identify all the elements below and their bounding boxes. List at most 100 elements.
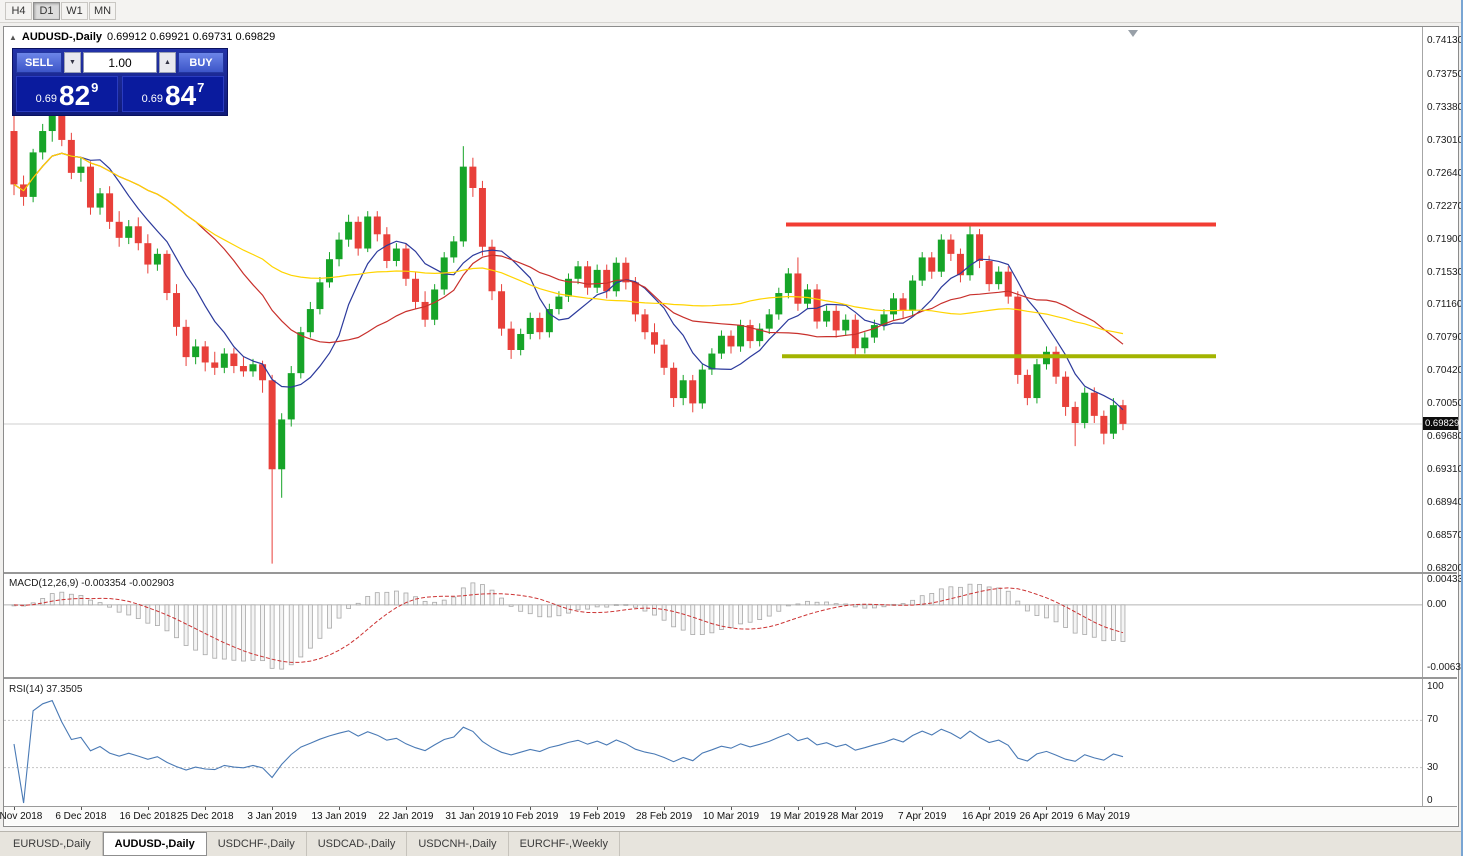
chart-shift-marker-icon[interactable] [1128,30,1138,37]
date-tick [272,807,274,810]
price-scale-label: 0.71530 [1427,266,1463,278]
rsi-scale-label: 0 [1427,795,1433,806]
date-axis-label: 10 Mar 2019 [702,811,760,822]
macd-indicator-label: MACD(12,26,9) -0.003354 -0.002903 [9,578,175,589]
date-axis-label: 31 Jan 2019 [445,811,501,822]
price-scale-label: 0.71900 [1427,233,1463,245]
date-tick [405,807,407,810]
rsi-indicator-label: RSI(14) 37.3505 [9,684,83,695]
price-scale-label: 0.72270 [1427,200,1463,212]
volume-decrease-button[interactable]: ▼ [64,52,81,73]
chart-title: ▲ AUDUSD-,Daily 0.69912 0.69921 0.69731 … [9,31,275,43]
chart-tabs-bar: EURUSD-,Daily AUDUSD-,Daily USDCHF-,Daily U… [0,831,1461,856]
one-click-trading-panel: SELL ▼ ▲ BUY 0.69 82 9 0.69 84 7 [12,48,228,116]
date-axis-label: 6 Dec 2018 [55,811,107,822]
timeframe-button-w1[interactable]: W1 [61,2,88,20]
price-scale-label: 0.69680 [1427,431,1463,443]
rsi-scale-label: 70 [1427,714,1439,726]
date-axis-label: 16 Apr 2019 [962,811,1017,822]
date-tick [147,807,149,810]
chart-tab-audusddaily[interactable]: AUDUSD-,Daily [102,832,207,856]
date-tick [855,807,857,810]
price-chart-canvas[interactable] [4,30,1423,572]
date-axis-label: 25 Dec 2018 [176,811,234,822]
chart-symbol-label: AUDUSD-,Daily [21,31,102,43]
price-scale-label: 0.68200 [1427,562,1463,574]
rsi-scale-label: 100 [1427,681,1444,692]
buy-button[interactable]: BUY [178,52,224,73]
current-price-badge: 0.69829 [1423,416,1460,430]
price-scale-divider[interactable] [1422,27,1423,806]
date-axis-label: 26 Apr 2019 [1019,811,1074,822]
date-tick [1103,807,1105,810]
price-scale-label: 0.68570 [1427,530,1463,542]
date-axis-label: 19 Feb 2019 [569,811,626,822]
timeframe-button-d1[interactable]: D1 [33,2,60,20]
pane-divider-macd[interactable] [4,572,1457,574]
date-axis-label: 28 Feb 2019 [635,811,693,822]
sell-button[interactable]: SELL [16,52,62,73]
sell-price-big-digits: 82 [59,80,91,111]
chart-tab-usdcnhdaily[interactable]: USDCNH-,Daily [407,832,509,856]
price-scale-label: 0.74130 [1427,35,1463,47]
date-tick [205,807,207,810]
volume-increase-button[interactable]: ▲ [159,52,176,73]
date-tick [1046,807,1048,810]
buy-price-pipette: 7 [197,80,205,95]
chart-tab-usdchfdaily[interactable]: USDCHF-,Daily [207,832,307,856]
chart-tab-eurusddaily[interactable]: EURUSD-,Daily [2,832,103,856]
macd-scale-label: 0.004331 [1427,574,1463,585]
macd-indicator-canvas[interactable] [4,576,1423,676]
price-scale-label: 0.68940 [1427,497,1463,509]
chart-tab-eurchfweekly[interactable]: EURCHF-,Weekly [509,832,620,856]
rsi-scale-label: 30 [1427,761,1439,773]
date-axis-label: 7 Apr 2019 [898,811,947,822]
pane-divider-rsi[interactable] [4,677,1457,679]
timeframe-toolbar: H4 D1 W1 MN [0,0,1461,23]
sell-price-display[interactable]: 0.69 82 9 [16,76,118,112]
rsi-indicator-canvas[interactable] [4,682,1423,806]
price-scale-label: 0.73380 [1427,101,1463,113]
price-scale-label: 0.70790 [1427,332,1463,344]
date-axis-label: 22 Jan 2019 [378,811,434,822]
date-tick [731,807,732,810]
date-axis-label: 10 Feb 2019 [502,811,559,822]
price-scale-label: 0.70420 [1427,365,1463,377]
date-axis-label: 27 Nov 2018 [0,811,43,822]
sell-price-pipette: 9 [91,80,99,95]
chart-ohlc-values: 0.69912 0.69921 0.69731 0.69829 [107,31,276,43]
date-tick [472,807,474,810]
price-scale-label: 0.73010 [1427,134,1463,146]
date-tick [922,807,924,810]
date-tick [14,807,15,810]
date-tick [530,807,532,810]
sell-price-prefix: 0.69 [35,93,58,105]
date-axis-label: 3 Jan 2019 [247,811,297,822]
date-tick [339,807,341,810]
timeframe-button-mn[interactable]: MN [89,2,117,20]
price-scale-label: 0.71160 [1427,299,1463,311]
date-axis-label: 6 May 2019 [1077,811,1130,822]
buy-price-display[interactable]: 0.69 84 7 [122,76,224,112]
date-tick [989,807,991,810]
date-tick [597,807,599,810]
price-scale-label: 0.72640 [1427,167,1463,179]
date-axis-label: 16 Dec 2018 [119,811,177,822]
date-tick [664,807,666,810]
timeframe-button-h4[interactable]: H4 [5,2,32,20]
date-axis-label: 19 Mar 2019 [769,811,826,822]
chart-tab-usdcaddaily[interactable]: USDCAD-,Daily [307,832,408,856]
trade-panel-controls: SELL ▼ ▲ BUY [16,52,224,73]
macd-scale-label: 0.00 [1427,598,1447,610]
date-axis-label: 28 Mar 2019 [827,811,884,822]
trade-panel-collapse-icon[interactable]: ▲ [9,32,17,42]
volume-input[interactable] [83,52,157,73]
trade-panel-quotes: 0.69 82 9 0.69 84 7 [16,76,224,112]
buy-price-big-digits: 84 [165,80,197,111]
buy-price-prefix: 0.69 [141,93,164,105]
price-scale-label: 0.69310 [1427,464,1463,476]
chart-frame [3,26,1459,827]
macd-scale-label: -0.006371 [1427,662,1461,673]
